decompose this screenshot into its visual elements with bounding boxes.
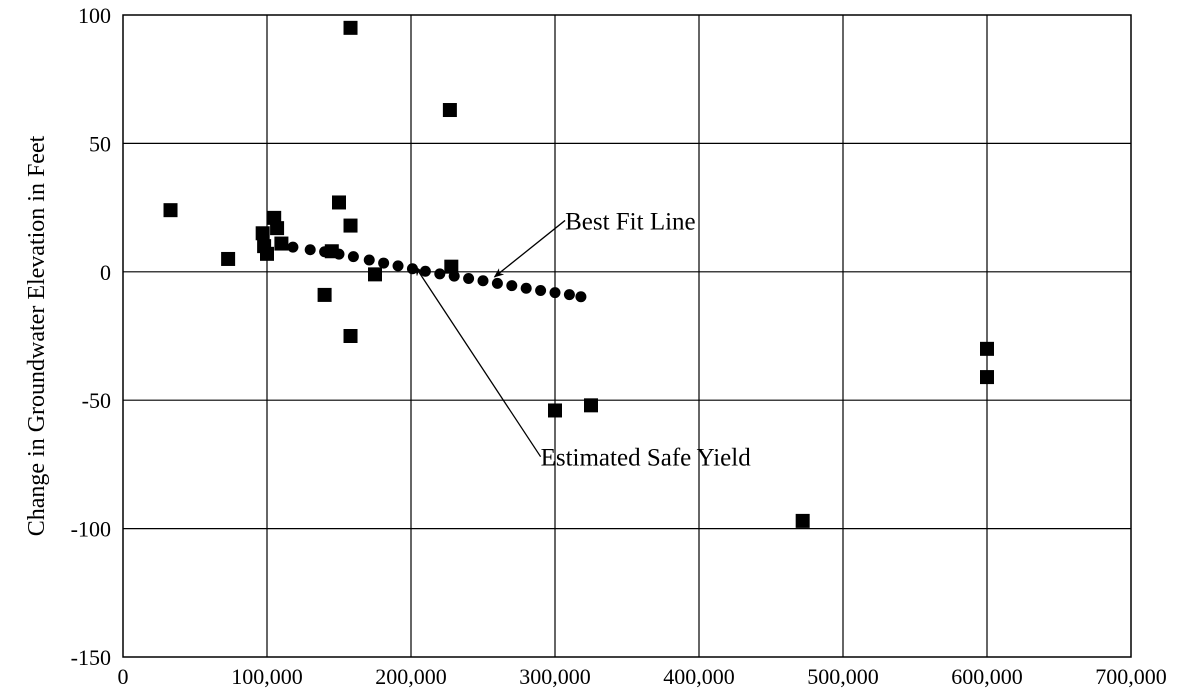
x-tick-label: 400,000 — [663, 664, 735, 689]
fit-line-point — [477, 275, 489, 287]
annotations: Best Fit Line Estimated Safe Yield — [414, 208, 752, 472]
grid-lines — [123, 15, 1131, 657]
fit-line-point — [275, 239, 287, 251]
fit-line-point — [304, 244, 316, 256]
y-tick-label: -100 — [71, 517, 111, 542]
fit-line-point — [287, 241, 299, 253]
y-tick-label: 100 — [78, 3, 111, 28]
data-point-square — [548, 403, 562, 418]
data-point-square — [980, 370, 994, 385]
fit-line-point — [506, 280, 518, 292]
x-tick-label: 100,000 — [231, 664, 303, 689]
fit-line-point — [463, 272, 475, 284]
x-tick-label: 700,000 — [1095, 664, 1167, 689]
fit-line-point — [319, 246, 331, 258]
annotation-label: Estimated Safe Yield — [541, 445, 752, 472]
data-point-square — [270, 221, 285, 236]
annotation-label: Best Fit Line — [565, 208, 696, 235]
fit-line-point — [549, 287, 561, 299]
data-point-square — [444, 259, 459, 274]
fit-line-point — [392, 260, 404, 272]
data-series — [163, 20, 994, 528]
data-point-square — [442, 103, 457, 118]
data-point-square — [343, 329, 358, 343]
x-tick-label: 500,000 — [807, 664, 879, 689]
data-point-square — [260, 246, 274, 261]
x-tick-label: 200,000 — [375, 664, 447, 689]
data-point-square — [584, 398, 598, 413]
fit-line-point — [520, 282, 532, 294]
fit-line-point — [378, 257, 390, 269]
data-point-square — [343, 20, 358, 35]
x-tick-labels: 0 100,000 200,000 300,000 400,000 500,000 600,… — [118, 664, 1167, 689]
y-tick-label: -50 — [82, 388, 111, 413]
plot-area — [122, 14, 1132, 658]
fit-line-point — [491, 277, 503, 289]
y-axis-title: Change in Groundwater Elevation in Feet — [24, 135, 50, 536]
x-tick-label: 300,000 — [519, 664, 591, 689]
y-tick-label: 50 — [89, 131, 111, 156]
data-point-square — [317, 287, 332, 302]
data-point-square — [221, 251, 236, 266]
fit-line-point — [575, 291, 587, 303]
fit-line-point — [347, 251, 359, 263]
fit-line-point — [448, 270, 460, 282]
fit-line-point — [563, 289, 575, 301]
fit-line-point — [434, 268, 446, 280]
data-point-square — [980, 341, 994, 356]
fit-line-point — [363, 254, 375, 266]
y-tick-label: 0 — [100, 260, 111, 285]
data-point-square — [332, 195, 346, 210]
data-point-square — [255, 226, 270, 241]
x-tick-label: 0 — [118, 664, 129, 689]
annotation-arrow — [493, 219, 566, 278]
data-point-square — [343, 218, 358, 233]
data-point-square — [368, 267, 382, 282]
fit-line-point — [535, 285, 547, 297]
annotation-arrow — [414, 265, 542, 458]
fit-line-point — [333, 248, 345, 260]
data-point-square — [795, 513, 810, 528]
y-tick-label: -150 — [71, 645, 111, 670]
x-tick-label: 600,000 — [951, 664, 1023, 689]
y-tick-labels: 100 50 0 -50 -100 -150 — [71, 3, 111, 670]
data-point-square — [163, 203, 178, 218]
